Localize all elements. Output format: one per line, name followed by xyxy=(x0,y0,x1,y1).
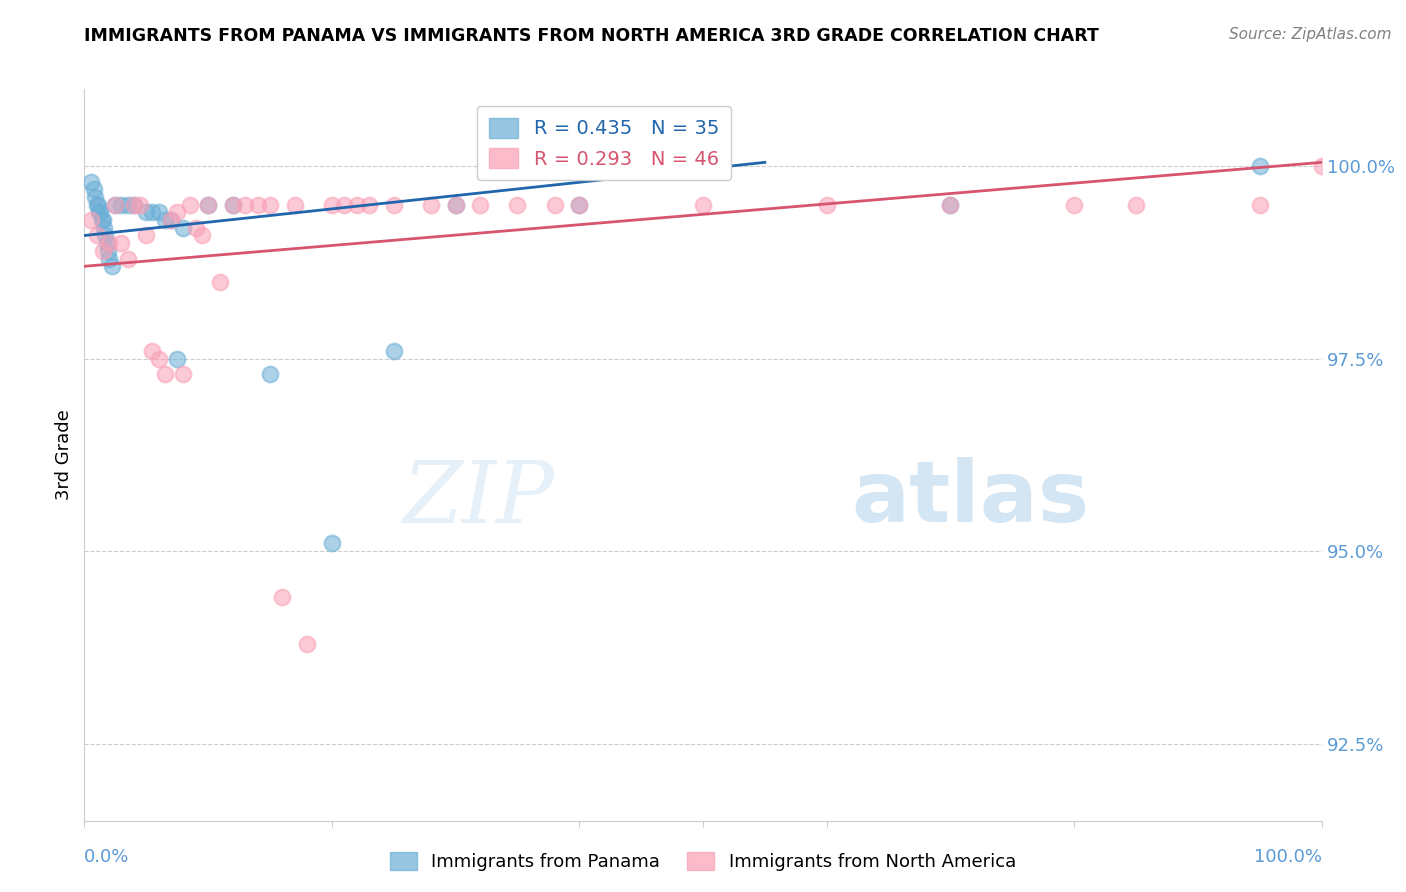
Point xyxy=(259,197,281,211)
Point xyxy=(166,351,188,366)
Point xyxy=(382,343,405,358)
Point xyxy=(86,228,108,243)
Point xyxy=(91,213,114,227)
Point xyxy=(444,197,467,211)
Point xyxy=(104,197,127,211)
Point xyxy=(209,275,232,289)
Point xyxy=(148,205,170,219)
Point xyxy=(172,367,194,381)
Point xyxy=(98,236,121,251)
Point xyxy=(110,197,132,211)
Point xyxy=(148,351,170,366)
Point xyxy=(271,591,294,605)
Point xyxy=(84,190,107,204)
Point xyxy=(97,244,120,258)
Text: Source: ZipAtlas.com: Source: ZipAtlas.com xyxy=(1229,27,1392,42)
Point xyxy=(179,197,201,211)
Point xyxy=(94,228,117,243)
Point xyxy=(470,197,492,211)
Point xyxy=(222,197,245,211)
Point xyxy=(83,182,105,196)
Point xyxy=(233,197,256,211)
Point xyxy=(135,205,157,219)
Point xyxy=(1249,197,1271,211)
Point xyxy=(197,197,219,211)
Point xyxy=(153,367,176,381)
Point xyxy=(543,197,565,211)
Point xyxy=(321,536,343,550)
Point xyxy=(259,367,281,381)
Point xyxy=(153,213,176,227)
Point xyxy=(141,205,163,219)
Point xyxy=(184,220,207,235)
Legend: Immigrants from Panama, Immigrants from North America: Immigrants from Panama, Immigrants from … xyxy=(382,845,1024,879)
Point xyxy=(568,197,591,211)
Point xyxy=(295,636,318,650)
Point xyxy=(222,197,245,211)
Point xyxy=(444,197,467,211)
Point xyxy=(197,197,219,211)
Text: IMMIGRANTS FROM PANAMA VS IMMIGRANTS FROM NORTH AMERICA 3RD GRADE CORRELATION CH: IMMIGRANTS FROM PANAMA VS IMMIGRANTS FRO… xyxy=(84,27,1099,45)
Point xyxy=(284,197,307,211)
Point xyxy=(122,197,145,211)
Point xyxy=(91,244,114,258)
Point xyxy=(939,197,962,211)
Point xyxy=(692,197,714,211)
Point xyxy=(86,197,108,211)
Point xyxy=(129,197,152,211)
Point xyxy=(357,197,380,211)
Point xyxy=(79,175,101,189)
Point xyxy=(419,197,441,211)
Text: 0.0%: 0.0% xyxy=(84,847,129,865)
Point xyxy=(191,228,214,243)
Point xyxy=(89,205,111,219)
Point xyxy=(135,228,157,243)
Point xyxy=(815,197,838,211)
Point xyxy=(1249,159,1271,173)
Point xyxy=(1125,197,1147,211)
Point xyxy=(1310,159,1333,173)
Point xyxy=(79,213,101,227)
Point xyxy=(166,205,188,219)
Point xyxy=(87,197,110,211)
Point xyxy=(141,343,163,358)
Point xyxy=(939,197,962,211)
Point xyxy=(1063,197,1085,211)
Y-axis label: 3rd Grade: 3rd Grade xyxy=(55,409,73,500)
Point xyxy=(160,213,183,227)
Point xyxy=(117,252,139,266)
Text: ZIP: ZIP xyxy=(402,458,554,541)
Point xyxy=(89,205,111,219)
Point xyxy=(568,197,591,211)
Point xyxy=(246,197,269,211)
Point xyxy=(98,252,121,266)
Point xyxy=(93,220,115,235)
Point xyxy=(122,197,145,211)
Point xyxy=(90,213,112,227)
Point xyxy=(321,197,343,211)
Text: 100.0%: 100.0% xyxy=(1254,847,1322,865)
Legend: R = 0.435   N = 35, R = 0.293   N = 46: R = 0.435 N = 35, R = 0.293 N = 46 xyxy=(477,106,731,180)
Point xyxy=(172,220,194,235)
Point xyxy=(117,197,139,211)
Point xyxy=(110,236,132,251)
Point xyxy=(160,213,183,227)
Point xyxy=(382,197,405,211)
Point xyxy=(506,197,529,211)
Point xyxy=(333,197,356,211)
Point xyxy=(96,236,118,251)
Point xyxy=(100,260,122,274)
Point xyxy=(346,197,368,211)
Text: atlas: atlas xyxy=(852,458,1090,541)
Point xyxy=(104,197,127,211)
